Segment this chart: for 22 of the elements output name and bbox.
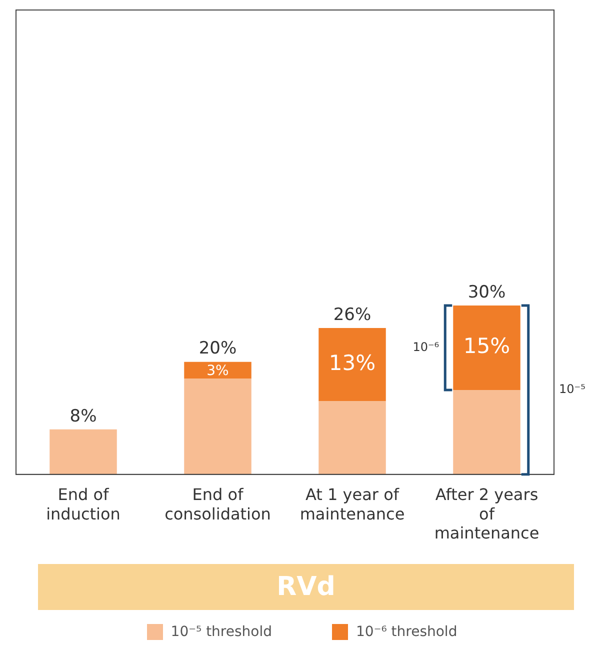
bar [453,306,520,390]
data-label: 3% [206,362,229,379]
bar [50,429,117,474]
legend-label: 10⁻⁵ threshold [170,624,272,640]
x-tick-label: End of induction [46,485,120,524]
bar [453,390,520,474]
annotation: 10⁻⁶ [412,340,440,354]
bar [318,328,386,402]
bar [318,401,386,474]
bar [184,378,252,474]
total-label: 8% [70,406,97,426]
text: RVd [38,564,574,610]
x-tick-label: After 2 years of maintenance [434,485,540,543]
x-tick-label: At 1 year of maintenance [300,485,405,524]
data-label: 13% [328,351,376,376]
x-tick-label: End of consolidation [164,485,271,524]
data-label: 15% [463,334,510,358]
legend-label: 10⁻⁶ threshold [356,624,458,640]
total-label: 20% [198,338,237,359]
text: 10⁻⁵ [559,382,586,396]
total-label: 30% [468,282,506,302]
total-label: 26% [333,304,372,325]
